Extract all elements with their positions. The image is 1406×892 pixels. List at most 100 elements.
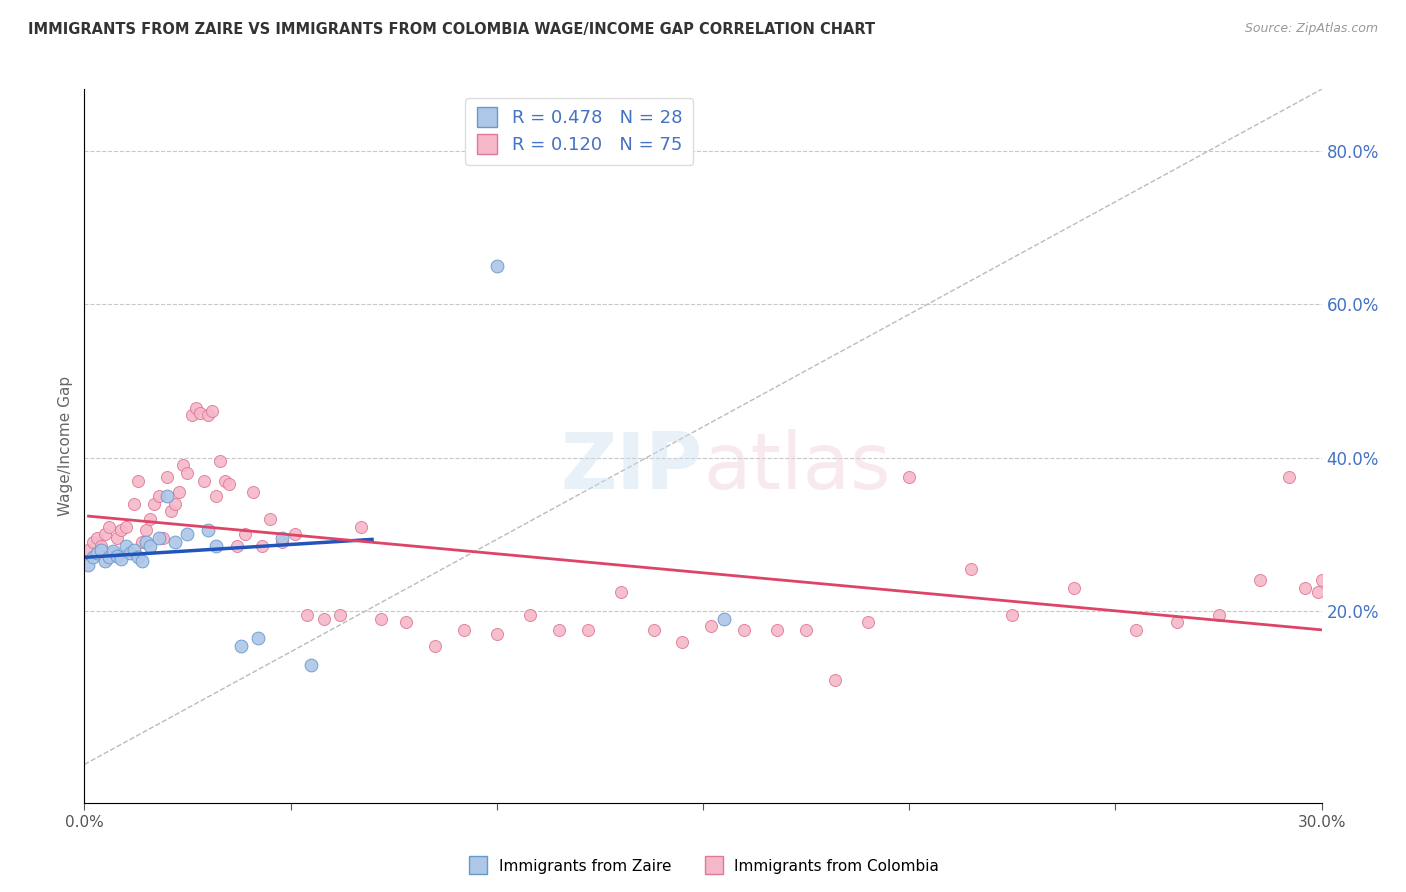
Point	[77, 558, 100, 572]
Point	[1278, 469, 1301, 483]
Point	[312, 612, 335, 626]
Point	[423, 639, 446, 653]
Point	[733, 623, 755, 637]
Point	[114, 539, 136, 553]
Point	[184, 401, 207, 415]
Point	[643, 623, 665, 637]
Point	[160, 504, 183, 518]
Point	[122, 542, 145, 557]
Point	[370, 612, 392, 626]
Point	[766, 623, 789, 637]
Point	[135, 535, 157, 549]
Point	[156, 489, 179, 503]
Point	[226, 539, 249, 553]
Point	[197, 409, 219, 423]
Point	[82, 535, 104, 549]
Point	[271, 531, 294, 545]
Point	[86, 531, 108, 545]
Point	[485, 259, 508, 273]
Point	[105, 549, 128, 563]
Point	[259, 512, 281, 526]
Point	[118, 546, 141, 560]
Point	[94, 527, 117, 541]
Point	[218, 477, 240, 491]
Point	[90, 542, 112, 557]
Point	[576, 623, 599, 637]
Point	[139, 539, 162, 553]
Point	[197, 524, 219, 538]
Point	[165, 535, 187, 549]
Point	[103, 544, 125, 558]
Point	[214, 474, 236, 488]
Point	[713, 612, 735, 626]
Point	[156, 469, 179, 483]
Point	[671, 634, 693, 648]
Point	[114, 519, 136, 533]
Point	[131, 535, 153, 549]
Point	[118, 546, 141, 560]
Point	[794, 623, 817, 637]
Point	[242, 485, 264, 500]
Point	[1306, 584, 1329, 599]
Point	[98, 519, 121, 533]
Point	[1001, 607, 1024, 622]
Point	[135, 524, 157, 538]
Point	[86, 546, 108, 560]
Point	[82, 550, 104, 565]
Point	[1208, 607, 1230, 622]
Point	[519, 607, 541, 622]
Point	[167, 485, 190, 500]
Point	[143, 497, 166, 511]
Point	[148, 489, 170, 503]
Point	[176, 527, 198, 541]
Point	[271, 535, 294, 549]
Point	[94, 554, 117, 568]
Point	[201, 404, 224, 418]
Point	[165, 497, 187, 511]
Point	[1294, 581, 1316, 595]
Point	[233, 527, 256, 541]
Point	[350, 519, 373, 533]
Point	[1166, 615, 1188, 630]
Point	[209, 454, 232, 468]
Point	[1125, 623, 1147, 637]
Point	[250, 539, 273, 553]
Point	[152, 531, 174, 545]
Point	[609, 584, 631, 599]
Point	[110, 551, 132, 566]
Point	[77, 542, 100, 557]
Point	[139, 512, 162, 526]
Point	[103, 546, 125, 560]
Point	[547, 623, 569, 637]
Point	[329, 607, 352, 622]
Point	[700, 619, 723, 633]
Point	[90, 539, 112, 553]
Point	[856, 615, 879, 630]
Point	[453, 623, 475, 637]
Point	[105, 531, 128, 545]
Point	[148, 531, 170, 545]
Point	[205, 489, 228, 503]
Point	[193, 474, 215, 488]
Point	[284, 527, 307, 541]
Point	[960, 562, 983, 576]
Point	[205, 539, 228, 553]
Point	[127, 474, 149, 488]
Point	[485, 627, 508, 641]
Y-axis label: Wage/Income Gap: Wage/Income Gap	[58, 376, 73, 516]
Legend: R = 0.478   N = 28, R = 0.120   N = 75: R = 0.478 N = 28, R = 0.120 N = 75	[465, 98, 693, 165]
Point	[122, 497, 145, 511]
Point	[898, 469, 921, 483]
Point	[1310, 574, 1333, 588]
Point	[188, 406, 211, 420]
Point	[395, 615, 418, 630]
Legend: Immigrants from Zaire, Immigrants from Colombia: Immigrants from Zaire, Immigrants from C…	[461, 853, 945, 880]
Text: ZIP: ZIP	[561, 429, 703, 506]
Text: Source: ZipAtlas.com: Source: ZipAtlas.com	[1244, 22, 1378, 36]
Point	[127, 550, 149, 565]
Point	[176, 466, 198, 480]
Point	[1063, 581, 1085, 595]
Point	[295, 607, 318, 622]
Text: atlas: atlas	[703, 429, 890, 506]
Point	[299, 657, 322, 672]
